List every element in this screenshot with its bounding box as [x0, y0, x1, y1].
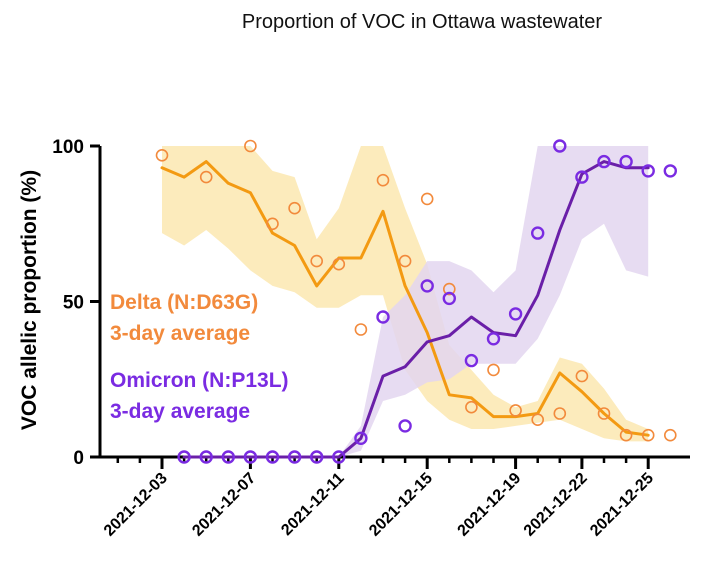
delta-confidence-band [162, 146, 649, 442]
delta-data-point [398, 254, 412, 268]
delta-annotation-average: 3-day average [110, 322, 250, 345]
x-tick-label: 2021-12-19 [455, 470, 525, 540]
delta-data-point [155, 149, 169, 162]
omicron-data-point [575, 170, 589, 184]
omicron-data-point [508, 307, 523, 321]
omicron-average-line [182, 160, 650, 459]
omicron-data-point [619, 154, 633, 169]
omicron-data-point [287, 450, 302, 464]
x-tick-label: 2021-12-11 [278, 470, 347, 539]
delta-data-point [442, 282, 456, 296]
omicron-annotation-average: 3-day average [110, 400, 250, 423]
chart-title: Proportion of VOC in Ottawa wastewater [242, 11, 602, 33]
omicron-data-point [420, 279, 434, 293]
delta-data-point [641, 428, 655, 442]
omicron-data-point [354, 431, 368, 445]
omicron-data-point [464, 353, 479, 368]
omicron-data-point [376, 310, 390, 324]
confidence-bands [162, 146, 649, 457]
delta-data-point [487, 363, 500, 377]
omicron-data-point [221, 450, 236, 464]
omicron-data-point [531, 226, 545, 240]
omicron-data-point [265, 450, 280, 464]
omicron-data-point [486, 332, 501, 346]
x-tick-label: 2021-12-03 [101, 470, 171, 540]
omicron-data-point [553, 139, 567, 153]
average-lines [160, 160, 650, 459]
omicron-annotation-name: Omicron (N:P13L) [110, 369, 289, 392]
delta-data-point [553, 407, 567, 420]
delta-data-point [465, 400, 478, 414]
delta-data-point [575, 369, 589, 383]
delta-data-point [354, 323, 368, 336]
x-tick-label: 2021-12-15 [366, 470, 436, 540]
y-tick-label: 0 [73, 448, 84, 469]
delta-data-point [376, 173, 390, 187]
y-axis-label: VOC allelic proportion (%) [18, 170, 41, 430]
omicron-data-point [310, 450, 324, 464]
delta-data-point [597, 407, 611, 420]
omicron-data-point [243, 450, 258, 464]
delta-annotation-name: Delta (N:D63G) [110, 291, 258, 314]
delta-data-point [531, 413, 545, 427]
y-tick-label: 50 [63, 293, 84, 314]
delta-data-point [310, 254, 324, 268]
y-tick-label: 100 [52, 137, 84, 158]
delta-data-point [509, 404, 522, 417]
x-tick-label: 2021-12-25 [587, 470, 657, 540]
delta-average-line [160, 160, 650, 437]
omicron-confidence-band [184, 146, 649, 457]
delta-data-point [332, 257, 346, 271]
series-annotations: Delta (N:D63G) 3-day average Omicron (N:P1… [110, 291, 289, 423]
delta-data-point [420, 192, 434, 206]
delta-data-point [244, 139, 257, 153]
delta-data-point [288, 201, 301, 215]
x-tick-label: 2021-12-07 [189, 470, 259, 540]
omicron-data-point [177, 450, 191, 464]
omicron-data-point [332, 450, 346, 464]
data-points [155, 139, 677, 464]
delta-data-point [266, 217, 279, 231]
omicron-data-point [442, 291, 456, 306]
delta-data-point [619, 428, 633, 442]
omicron-data-point [641, 164, 655, 178]
x-tick-label: 2021-12-22 [521, 470, 591, 540]
delta-data-point [199, 170, 213, 184]
delta-data-point [663, 428, 677, 442]
omicron-data-point [597, 154, 611, 169]
omicron-data-point [199, 450, 213, 464]
omicron-data-point [398, 419, 412, 433]
omicron-data-point [663, 164, 677, 178]
